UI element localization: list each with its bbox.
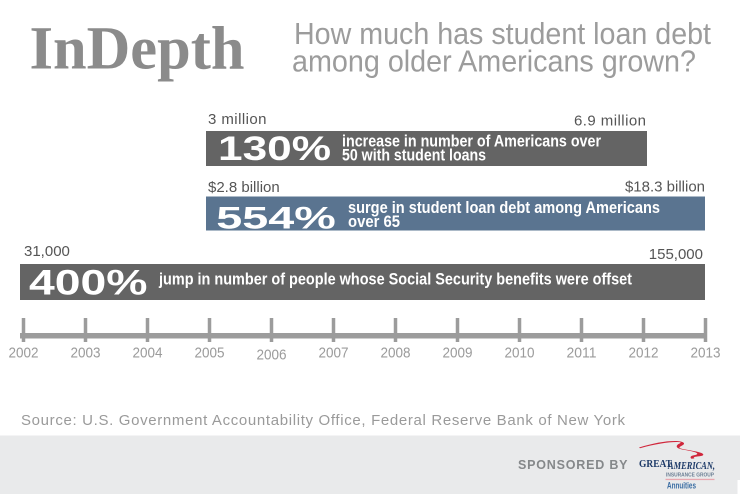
svg-text:2008: 2008	[381, 345, 411, 362]
svg-text:2006: 2006	[257, 347, 287, 364]
svg-text:155,000: 155,000	[649, 246, 703, 263]
svg-text:50 with student loans: 50 with student loans	[342, 147, 486, 165]
svg-text:InDepth: InDepth	[30, 16, 245, 83]
svg-text:among older Americans grown?: among older Americans grown?	[292, 45, 696, 79]
svg-text:increase in number of American: increase in number of Americans over	[342, 133, 601, 151]
svg-text:554%: 554%	[216, 200, 336, 236]
svg-text:GREAT: GREAT	[639, 459, 672, 470]
svg-text:INSURANCE GROUP: INSURANCE GROUP	[666, 473, 714, 479]
svg-text:SPONSORED BY: SPONSORED BY	[518, 458, 628, 472]
svg-text:2011: 2011	[567, 345, 597, 362]
svg-text:$18.3 billion: $18.3 billion	[625, 179, 705, 196]
svg-text:surge in student loan debt amo: surge in student loan debt among America…	[348, 199, 660, 217]
svg-text:2012: 2012	[629, 345, 659, 362]
svg-text:over 65: over 65	[348, 213, 400, 231]
svg-text:2003: 2003	[71, 345, 101, 362]
svg-text:400%: 400%	[29, 263, 148, 303]
svg-text:3 million: 3 million	[208, 111, 267, 128]
svg-text:2002: 2002	[9, 345, 39, 362]
svg-text:2004: 2004	[133, 345, 163, 362]
svg-text:Source: U.S. Government Accoun: Source: U.S. Government Accountability O…	[21, 412, 625, 429]
svg-text:How much has student loan debt: How much has student loan debt	[294, 17, 711, 51]
svg-text:2009: 2009	[443, 345, 473, 362]
svg-text:2005: 2005	[195, 345, 225, 362]
svg-text:31,000: 31,000	[24, 243, 70, 260]
svg-text:2010: 2010	[505, 345, 535, 362]
svg-text:2007: 2007	[319, 345, 349, 362]
svg-text:jump in number of people whose: jump in number of people whose Social Se…	[158, 271, 632, 289]
svg-text:2013: 2013	[691, 345, 721, 362]
svg-text:Annuities: Annuities	[667, 481, 696, 492]
svg-text:6.9 million: 6.9 million	[574, 113, 646, 130]
svg-text:$2.8 billion: $2.8 billion	[208, 179, 280, 196]
svg-text:130%: 130%	[218, 130, 331, 168]
svg-text:AMERICAN,: AMERICAN,	[667, 461, 715, 472]
